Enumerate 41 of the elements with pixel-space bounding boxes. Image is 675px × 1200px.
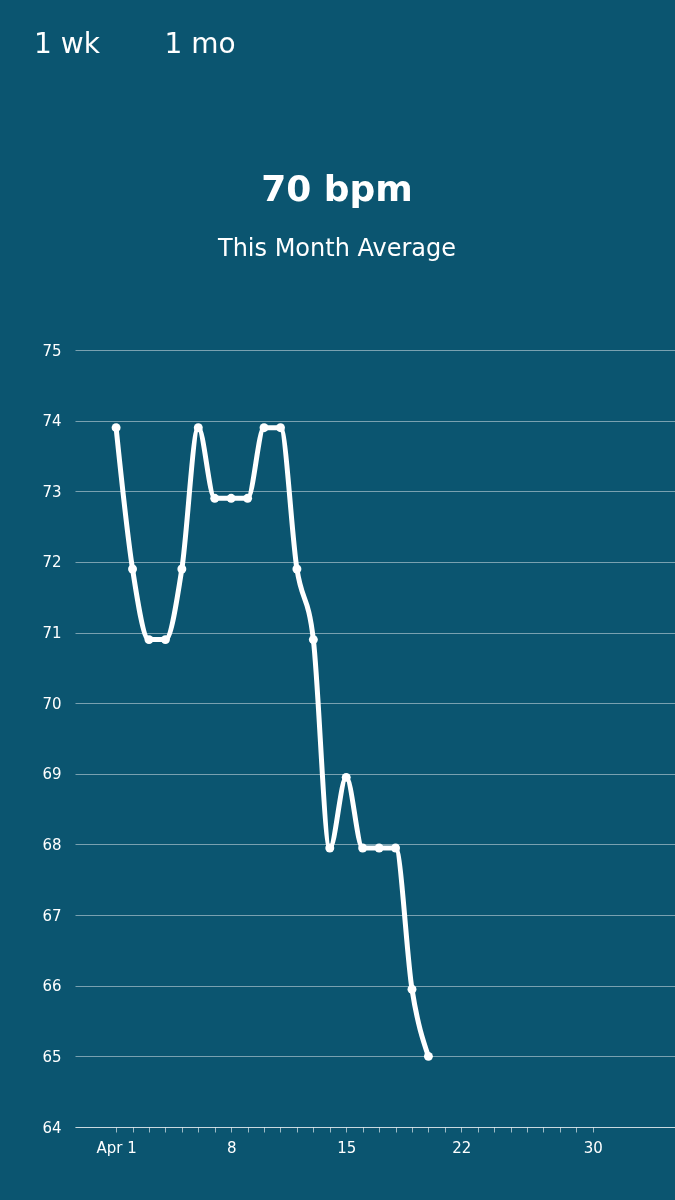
point [391,843,401,853]
point [193,423,203,433]
y-tick-label: 71 [42,624,62,643]
y-tick-label: 64 [42,1118,62,1137]
point [259,423,269,433]
y-tick-label: 75 [42,341,62,360]
y-tick-label: 66 [42,977,62,996]
x-tick-label: Apr 1 [96,1138,137,1157]
y-tick-label: 65 [42,1047,62,1066]
point [144,635,154,645]
point [243,493,253,503]
y-tick-label: 70 [42,694,62,713]
point [128,564,138,574]
point [423,1051,433,1061]
x-tick-label: 8 [226,1138,237,1157]
y-tick-label: 72 [42,553,62,572]
point [111,423,121,433]
y-tick-label: 68 [42,835,62,854]
point [325,843,335,853]
x-tick-label: 15 [337,1138,357,1157]
point [226,493,236,503]
point [210,493,220,503]
text: 1 mo [164,27,236,60]
y-tick-label: 69 [42,765,62,784]
point [374,843,384,853]
text: 1 wk [34,27,101,60]
y-tick-label: 73 [42,482,62,501]
x-tick-label: 22 [452,1138,472,1157]
chart-subtitle: This Month Average [216,234,457,262]
point [308,635,318,645]
point [407,984,417,994]
x-tick-label: 30 [583,1138,603,1157]
point [177,564,187,574]
point [341,772,351,782]
point [358,843,368,853]
point [160,635,170,645]
chart-title: 70 bpm [261,168,413,209]
y-tick-label: 67 [42,906,62,925]
y-tick-label: 74 [42,412,62,431]
point [292,564,302,574]
point [276,423,285,433]
